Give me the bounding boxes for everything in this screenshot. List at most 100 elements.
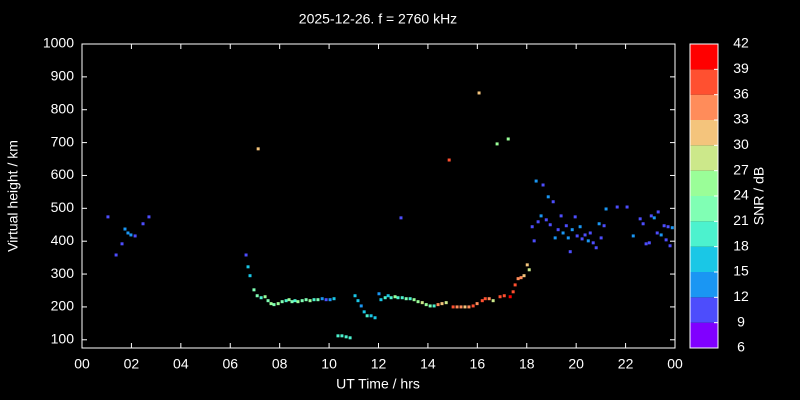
point: [591, 241, 595, 245]
point: [369, 314, 373, 318]
point: [141, 222, 145, 226]
colorbar-bin: [690, 322, 718, 348]
point: [662, 224, 666, 228]
point: [668, 244, 672, 248]
point: [652, 216, 656, 220]
point: [649, 214, 653, 218]
point: [561, 231, 565, 235]
colorbar-bin: [690, 69, 718, 95]
y-tick-label: 600: [51, 166, 75, 182]
point: [551, 200, 555, 204]
colorbar-tick-label: 12: [733, 288, 749, 304]
colorbar-label: SNR / dB: [751, 167, 767, 225]
point: [615, 205, 619, 209]
point: [502, 294, 506, 298]
colorbar-tick-label: 9: [737, 313, 745, 329]
point: [324, 298, 328, 302]
point: [631, 234, 635, 238]
point: [316, 298, 320, 302]
point: [475, 302, 479, 306]
point: [570, 228, 574, 232]
point: [404, 297, 408, 301]
point: [348, 336, 352, 340]
y-tick-label: 800: [51, 100, 75, 116]
chart-title: 2025-12-26. f = 2760 kHz: [299, 11, 457, 27]
point: [320, 297, 324, 301]
point: [256, 147, 260, 151]
point: [332, 297, 336, 301]
point: [451, 305, 455, 309]
colorbar-bin: [690, 272, 718, 298]
point: [527, 268, 531, 272]
x-tick-label: 00: [667, 356, 683, 372]
point: [383, 296, 387, 300]
point: [511, 290, 515, 294]
point: [548, 223, 552, 227]
point: [656, 210, 660, 214]
point: [436, 303, 440, 307]
point: [420, 301, 424, 305]
point: [575, 234, 579, 238]
point: [556, 228, 560, 232]
point: [400, 296, 404, 300]
point: [244, 253, 248, 257]
point: [290, 300, 294, 304]
point: [604, 207, 608, 211]
point: [564, 224, 568, 228]
y-tick-label: 100: [51, 330, 75, 346]
point: [559, 214, 563, 218]
point: [539, 214, 543, 218]
colorbar-tick-label: 33: [733, 111, 749, 127]
point: [666, 225, 670, 229]
point: [483, 297, 487, 301]
point: [255, 294, 259, 298]
x-tick-label: 18: [519, 356, 535, 372]
point: [459, 305, 463, 309]
point: [670, 226, 674, 230]
point: [399, 216, 403, 220]
x-tick-label: 12: [371, 356, 387, 372]
point: [597, 222, 601, 226]
point: [123, 227, 127, 231]
point: [444, 301, 448, 305]
point: [525, 263, 529, 267]
colorbar-tick-label: 42: [733, 35, 749, 51]
colorbar-tick-label: 30: [733, 136, 749, 152]
point: [276, 302, 280, 306]
point: [386, 294, 390, 298]
point: [126, 231, 130, 235]
colorbar-bin: [690, 297, 718, 323]
point: [655, 231, 659, 235]
point: [491, 299, 495, 303]
x-tick-label: 02: [124, 356, 140, 372]
point: [263, 295, 267, 299]
point: [546, 195, 550, 199]
point: [269, 302, 273, 306]
point: [553, 236, 557, 240]
y-tick-label: 200: [51, 298, 75, 314]
point: [280, 300, 284, 304]
point: [647, 241, 651, 245]
point: [573, 215, 577, 219]
point: [412, 298, 416, 302]
point: [296, 300, 300, 304]
point: [293, 299, 297, 303]
point: [336, 334, 340, 338]
colorbar-tick-label: 18: [733, 237, 749, 253]
colorbar-tick-label: 39: [733, 60, 749, 76]
point: [416, 300, 420, 304]
x-tick-label: 00: [74, 356, 90, 372]
x-axis-label: UT Time / hrs: [336, 376, 420, 392]
colorbar-tick-label: 15: [733, 263, 749, 279]
point: [641, 222, 645, 226]
point: [266, 299, 270, 303]
colorbar-tick-label: 21: [733, 212, 749, 228]
x-tick-label: 10: [321, 356, 337, 372]
point: [259, 296, 263, 300]
point: [583, 233, 587, 237]
point: [428, 304, 432, 308]
point: [106, 215, 110, 219]
point: [580, 237, 584, 241]
point: [477, 91, 481, 95]
